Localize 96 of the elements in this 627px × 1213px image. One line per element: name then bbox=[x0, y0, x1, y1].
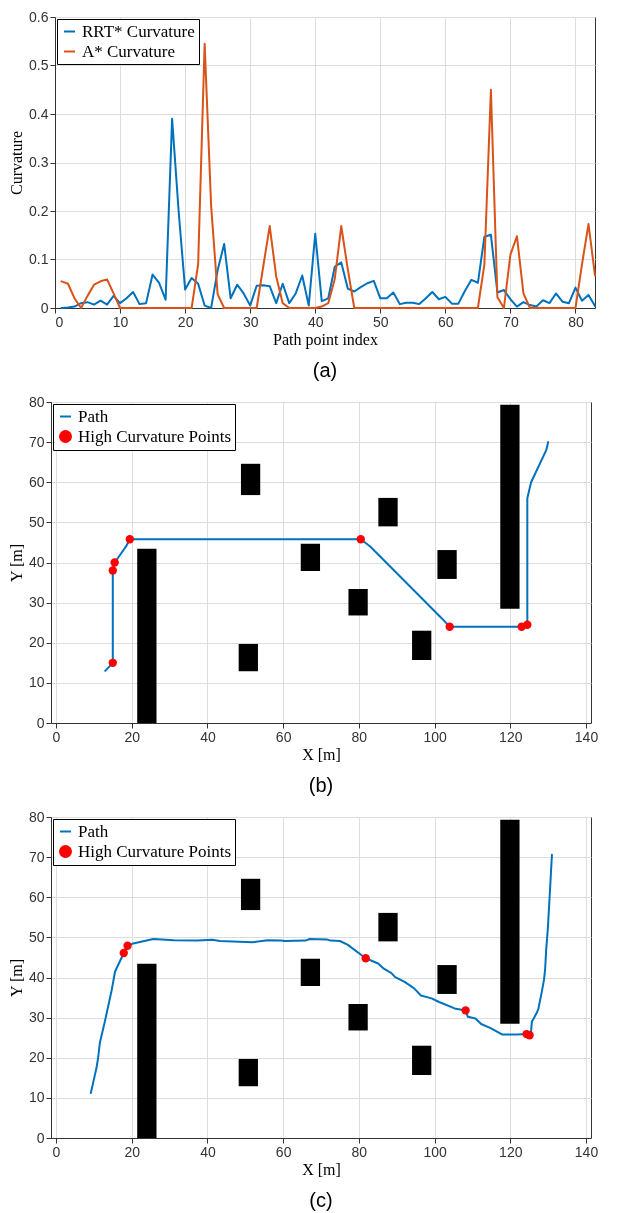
x-tick-label: 100 bbox=[423, 1143, 447, 1160]
bar bbox=[300, 543, 321, 571]
y-tick-label: 10 bbox=[28, 674, 45, 691]
text: (b) bbox=[308, 774, 334, 796]
point bbox=[110, 558, 119, 567]
legend-label: Path bbox=[78, 406, 109, 426]
y-tick-label: 20 bbox=[28, 1049, 45, 1066]
x-tick-label: 60 bbox=[275, 1143, 292, 1160]
bar bbox=[238, 1058, 258, 1087]
bar bbox=[412, 630, 432, 660]
bar bbox=[137, 548, 157, 723]
legend-label: High Curvature Points bbox=[78, 841, 231, 861]
x-axis-title: X [m] bbox=[302, 1160, 341, 1178]
line-series bbox=[60, 117, 596, 309]
point bbox=[523, 620, 532, 629]
y-tick-label: 50 bbox=[28, 928, 45, 945]
legend-label: A* Curvature bbox=[82, 41, 176, 61]
bar bbox=[348, 588, 368, 616]
x-tick-label: 20 bbox=[124, 728, 141, 745]
point bbox=[361, 954, 370, 963]
y-tick-label: 80 bbox=[28, 808, 45, 825]
y-tick-label: 0 bbox=[36, 1129, 45, 1146]
y-tick-label: 30 bbox=[28, 1009, 45, 1026]
y-tick-label: 70 bbox=[28, 433, 45, 450]
x-tick-label: 80 bbox=[568, 313, 584, 330]
point bbox=[119, 948, 128, 958]
x-tick-label: 70 bbox=[503, 313, 519, 330]
y-tick-label: 30 bbox=[28, 594, 45, 611]
x-tick-label: 60 bbox=[275, 728, 292, 745]
y-tick-label: 0 bbox=[36, 714, 45, 731]
y-tick-label: 40 bbox=[28, 554, 45, 570]
y-tick-label: 10 bbox=[28, 1089, 45, 1106]
y-axis-title: Y [m] bbox=[7, 958, 25, 998]
x-tick-label: 40 bbox=[307, 313, 324, 330]
bar bbox=[378, 497, 398, 527]
bar bbox=[500, 404, 520, 609]
x-tick-label: 40 bbox=[200, 1143, 216, 1160]
x-axis-title: X [m] bbox=[302, 745, 341, 763]
x-tick-label: 40 bbox=[200, 728, 216, 745]
y-tick-label: 60 bbox=[28, 473, 45, 490]
x-tick-label: 0 bbox=[55, 313, 64, 330]
x-tick-label: 20 bbox=[177, 313, 194, 330]
x-tick-label: 30 bbox=[242, 313, 259, 330]
x-tick-label: 60 bbox=[438, 313, 454, 330]
point bbox=[123, 941, 132, 950]
bar bbox=[137, 963, 157, 1138]
legend-label: RRT* Curvature bbox=[82, 21, 195, 41]
y-tick-label: 0 bbox=[40, 299, 49, 316]
x-axis-title: Path point index bbox=[273, 330, 378, 349]
x-tick-label: 0 bbox=[52, 728, 61, 745]
x-tick-label: 100 bbox=[423, 728, 447, 745]
y-tick-label: 0.3 bbox=[29, 154, 49, 170]
point bbox=[461, 1006, 470, 1015]
x-tick-label: 140 bbox=[574, 728, 599, 745]
y-tick-label: 60 bbox=[28, 888, 45, 905]
point bbox=[108, 658, 117, 667]
text: (c) bbox=[309, 1189, 333, 1211]
y-tick-label: 50 bbox=[28, 513, 45, 530]
x-tick-label: 120 bbox=[499, 1143, 523, 1160]
bar bbox=[412, 1045, 432, 1075]
y-tick-label: 70 bbox=[28, 848, 45, 865]
bar bbox=[378, 912, 398, 942]
x-tick-label: 80 bbox=[351, 728, 368, 745]
bar bbox=[300, 958, 321, 986]
x-tick-label: 140 bbox=[574, 1143, 599, 1160]
text: (a) bbox=[312, 359, 338, 381]
point bbox=[108, 566, 117, 575]
x-tick-label: 120 bbox=[499, 728, 523, 745]
point bbox=[125, 535, 134, 544]
bar bbox=[437, 550, 457, 579]
y-tick-label: 80 bbox=[28, 393, 45, 410]
y-axis-title: Y [m] bbox=[7, 543, 25, 583]
x-tick-label: 80 bbox=[351, 1143, 368, 1160]
bar bbox=[348, 1003, 368, 1031]
y-tick-label: 0.2 bbox=[29, 202, 49, 219]
y-axis-title: Curvature bbox=[8, 131, 26, 195]
bar bbox=[437, 965, 457, 994]
x-tick-label: 0 bbox=[52, 1143, 61, 1160]
y-tick-label: 0.4 bbox=[29, 105, 49, 122]
x-tick-label: 20 bbox=[124, 1143, 141, 1160]
y-tick-label: 0.6 bbox=[29, 8, 49, 25]
x-tick-label: 50 bbox=[373, 313, 389, 330]
bar bbox=[240, 878, 261, 911]
legend-label: Path bbox=[78, 821, 109, 841]
y-tick-label: 20 bbox=[28, 634, 45, 651]
bar bbox=[500, 819, 520, 1024]
y-tick-label: 0.5 bbox=[29, 57, 49, 73]
point bbox=[445, 622, 454, 631]
point bbox=[356, 535, 365, 544]
bar bbox=[240, 463, 261, 496]
legend-label: High Curvature Points bbox=[78, 426, 231, 446]
y-tick-label: 0.1 bbox=[29, 251, 49, 267]
line-series bbox=[60, 42, 596, 309]
x-tick-label: 10 bbox=[112, 313, 129, 330]
bar bbox=[238, 643, 258, 672]
y-tick-label: 40 bbox=[28, 969, 45, 985]
